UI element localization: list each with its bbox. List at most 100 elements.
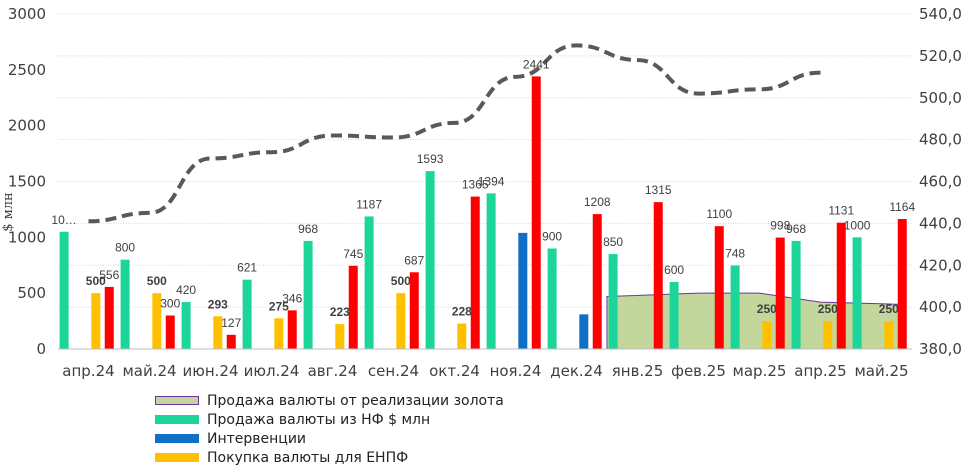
bar-red — [470, 196, 480, 349]
bars-layer — [59, 76, 907, 350]
bar-red — [348, 265, 358, 349]
axes-layer: 380,0 400,0 420,0 440,0 460,0 480,0 500,0 520,0… — [8, 5, 962, 380]
bar-red — [165, 315, 175, 349]
data-label: 1131 — [828, 204, 854, 218]
bar-enpf — [396, 293, 406, 349]
bar-nf — [730, 265, 740, 349]
x-tick-label: янв.25 — [612, 362, 664, 380]
bar-red — [775, 237, 785, 349]
x-tick-label: июл.24 — [244, 362, 300, 380]
bar-enpf — [457, 323, 467, 349]
y-tick-label: 1500 — [8, 173, 46, 191]
bar-nf — [303, 240, 313, 349]
x-tick-label: дек.24 — [550, 362, 603, 380]
bar-red — [714, 226, 724, 349]
legend-swatch-enpf — [155, 453, 199, 462]
data-label: 968 — [786, 222, 806, 236]
data-label: 2441 — [523, 57, 550, 71]
y-axis-label: $ млн — [1, 192, 16, 231]
legend-label-interventions: Интервенции — [207, 430, 307, 447]
data-label: 1315 — [645, 183, 672, 197]
bar-enpf — [335, 324, 345, 349]
data-label: 250 — [879, 302, 899, 316]
legend-item-enpf: Покупка валюты для ЕНПФ — [155, 448, 504, 467]
y-tick-label: 0 — [36, 340, 46, 358]
bar-enpf — [91, 293, 101, 349]
bar-nf — [486, 193, 496, 349]
bar-enpf — [213, 316, 223, 349]
x-tick-label: окт.24 — [429, 362, 480, 380]
legend: Продажа валюты от реализации золота Прод… — [155, 391, 504, 467]
bar-nf — [242, 279, 252, 349]
y2-tick-label: 460,0 — [919, 173, 962, 191]
x-tick-label: фев.25 — [671, 362, 726, 380]
bar-nf — [791, 240, 801, 349]
y-tick-label: 2000 — [8, 117, 46, 135]
data-label: 1365 — [462, 178, 489, 192]
legend-item-interventions: Интервенции — [155, 429, 504, 448]
data-label: 300 — [160, 297, 180, 311]
y-tick-label: 500 — [17, 284, 46, 302]
data-label: 228 — [452, 305, 472, 319]
y-tick-label: 2500 — [8, 61, 46, 79]
bar-enpf — [823, 321, 833, 349]
line-layer — [88, 43, 821, 224]
legend-label-nf: Продажа валюты из НФ $ млн — [207, 411, 431, 428]
legend-label-enpf: Покупка валюты для ЕНПФ — [207, 449, 409, 466]
legend-label-gold: Продажа валюты от реализации золота — [207, 392, 504, 409]
data-label: 800 — [115, 241, 135, 255]
data-label: 1000 — [844, 218, 871, 232]
dashed-line — [88, 43, 821, 224]
data-label: 223 — [330, 305, 350, 319]
bar-enpf — [274, 318, 284, 349]
legend-swatch-gold — [155, 396, 199, 405]
data-label: 850 — [603, 235, 623, 249]
bar-red — [836, 222, 846, 349]
y2-tick-label: 420,0 — [919, 256, 962, 274]
data-label: 10… — [51, 213, 76, 227]
data-label: 687 — [404, 253, 424, 267]
data-label: 1593 — [417, 152, 444, 166]
data-label: 1187 — [356, 197, 382, 211]
data-label: 420 — [176, 283, 196, 297]
data-label: 275 — [269, 299, 289, 313]
x-tick-label: мар.25 — [733, 362, 787, 380]
bar-red — [592, 214, 602, 349]
bar-nf — [59, 231, 69, 349]
bar-enpf — [152, 293, 162, 349]
x-tick-label: ноя.24 — [490, 362, 542, 380]
data-label: 748 — [725, 246, 745, 260]
y2-tick-label: 480,0 — [919, 131, 962, 149]
data-label: 1100 — [706, 207, 732, 221]
data-label: 1208 — [584, 195, 611, 209]
bar-nf — [608, 254, 618, 349]
bar-red — [287, 310, 297, 349]
y2-tick-label: 500,0 — [919, 89, 962, 107]
x-tick-label: май.25 — [854, 362, 908, 380]
bar-red — [104, 286, 114, 349]
bar-red — [531, 76, 541, 350]
y2-tick-label: 400,0 — [919, 298, 962, 316]
bar-nf — [425, 171, 435, 349]
x-tick-label: авг.24 — [308, 362, 358, 380]
data-label: 346 — [282, 291, 302, 305]
data-label: 500 — [86, 274, 106, 288]
x-tick-label: сен.24 — [368, 362, 419, 380]
data-labels-layer: 10… 800 420 621 968 1187 1593 1394 900 850 600 748 9… — [51, 57, 915, 329]
data-label: 745 — [343, 247, 363, 261]
bar-interventions — [518, 232, 528, 349]
bar-nf — [547, 248, 557, 349]
x-tick-label: апр.24 — [62, 362, 114, 380]
data-label: 500 — [391, 274, 411, 288]
bar-enpf — [884, 321, 894, 349]
data-label: 1164 — [889, 200, 915, 214]
x-tick-label: апр.25 — [794, 362, 846, 380]
bar-red — [226, 334, 236, 349]
bar-nf — [120, 259, 130, 349]
y2-tick-label: 540,0 — [919, 5, 962, 23]
y2-tick-label: 380,0 — [919, 340, 962, 358]
bar-red — [897, 219, 907, 349]
legend-swatch-interventions — [155, 434, 199, 443]
data-label: 250 — [818, 302, 838, 316]
